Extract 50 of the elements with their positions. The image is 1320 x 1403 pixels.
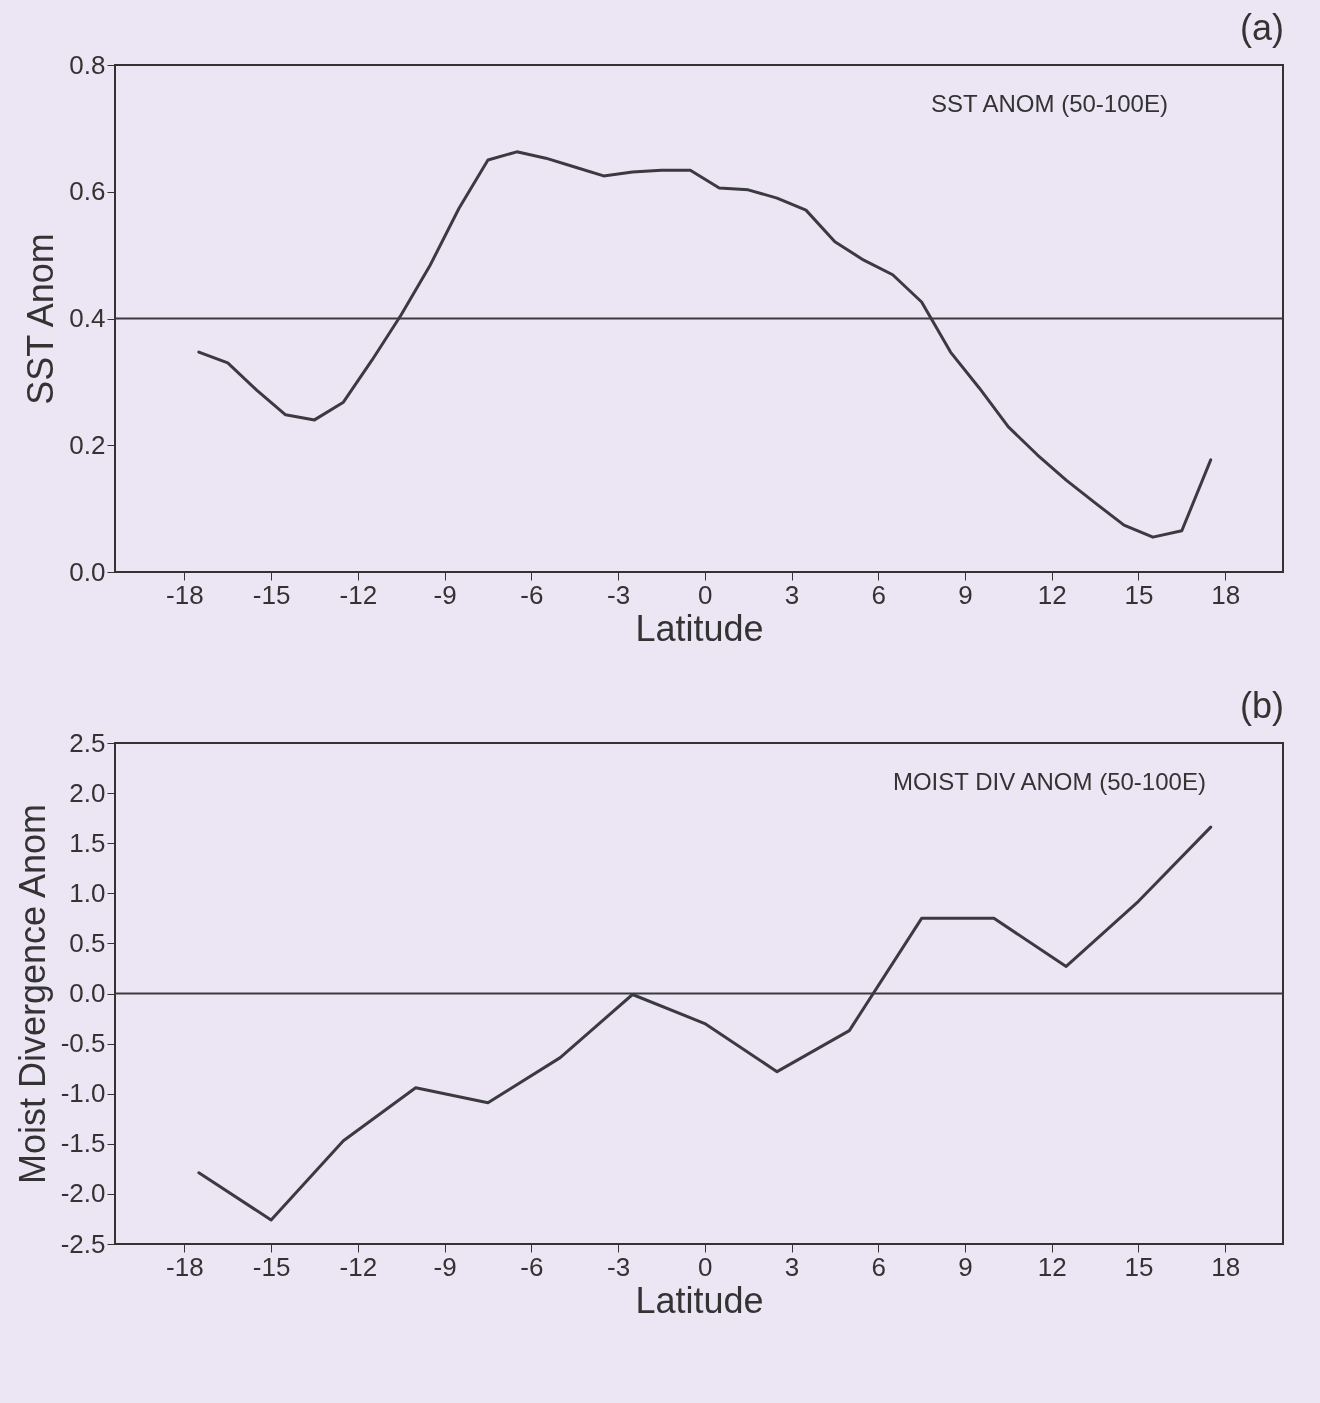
y-tick-label: 0.2 xyxy=(69,429,106,460)
y-tick-label: 0.0 xyxy=(69,556,106,587)
x-tick-label: -3 xyxy=(606,579,631,610)
y-tick-label: -1.5 xyxy=(60,1128,106,1159)
x-tick-label: -9 xyxy=(433,1251,457,1282)
x-axis-title: Latitude xyxy=(635,607,764,649)
chart-title: (b) xyxy=(1240,685,1284,726)
y-tick-label: -0.5 xyxy=(60,1028,106,1059)
y-tick-label: -2.0 xyxy=(60,1178,106,1209)
annotation: SST ANOM (50-100E) xyxy=(930,90,1168,117)
x-tick-label: 12 xyxy=(1037,579,1067,610)
y-tick-label: 0.4 xyxy=(69,303,106,333)
y-tick-label: 1.5 xyxy=(69,827,106,858)
x-tick-label: 12 xyxy=(1037,1251,1067,1282)
y-axis-title: Moist Divergence Anom xyxy=(11,803,53,1185)
x-tick-label: 9 xyxy=(958,1251,973,1282)
x-tick-label: 18 xyxy=(1211,579,1241,610)
x-tick-label: 3 xyxy=(784,579,800,610)
x-tick-label: -3 xyxy=(606,1251,631,1282)
x-tick-label: 0 xyxy=(698,579,713,610)
x-tick-label: 6 xyxy=(871,1251,886,1282)
x-tick-label: -15 xyxy=(252,579,291,610)
annotation: MOIST DIV ANOM (50-100E) xyxy=(892,768,1206,795)
x-tick-label: -18 xyxy=(166,579,204,610)
x-tick-label: 15 xyxy=(1124,1251,1154,1282)
x-tick-label: 0 xyxy=(698,1251,713,1282)
y-tick-label: -1.0 xyxy=(60,1078,106,1109)
x-tick-label: -15 xyxy=(252,1251,291,1282)
x-tick-label: 9 xyxy=(958,579,973,610)
x-tick-label: -12 xyxy=(339,579,378,610)
x-tick-label: 6 xyxy=(871,579,886,610)
x-tick-label: -18 xyxy=(166,1251,204,1282)
x-tick-label: -6 xyxy=(520,1251,544,1282)
y-tick-label: 2.0 xyxy=(69,777,106,808)
y-tick-label: 2.5 xyxy=(69,727,106,758)
x-tick-label: 3 xyxy=(784,1251,800,1282)
y-tick-label: -2.5 xyxy=(60,1228,106,1259)
y-tick-label: 0.5 xyxy=(69,927,106,958)
x-axis-title: Latitude xyxy=(635,1279,764,1321)
y-tick-label: 0.0 xyxy=(69,978,106,1008)
x-tick-label: 15 xyxy=(1124,579,1154,610)
x-tick-label: -6 xyxy=(520,579,544,610)
y-tick-label: 0.8 xyxy=(69,49,106,80)
y-axis-title: SST Anom xyxy=(20,233,62,405)
x-tick-label: -9 xyxy=(433,579,457,610)
chart-title: (a) xyxy=(1240,7,1284,48)
y-tick-label: 0.6 xyxy=(69,176,106,207)
x-tick-label: -12 xyxy=(339,1251,378,1282)
y-tick-label: 1.0 xyxy=(69,877,106,908)
x-tick-label: 18 xyxy=(1211,1251,1241,1282)
